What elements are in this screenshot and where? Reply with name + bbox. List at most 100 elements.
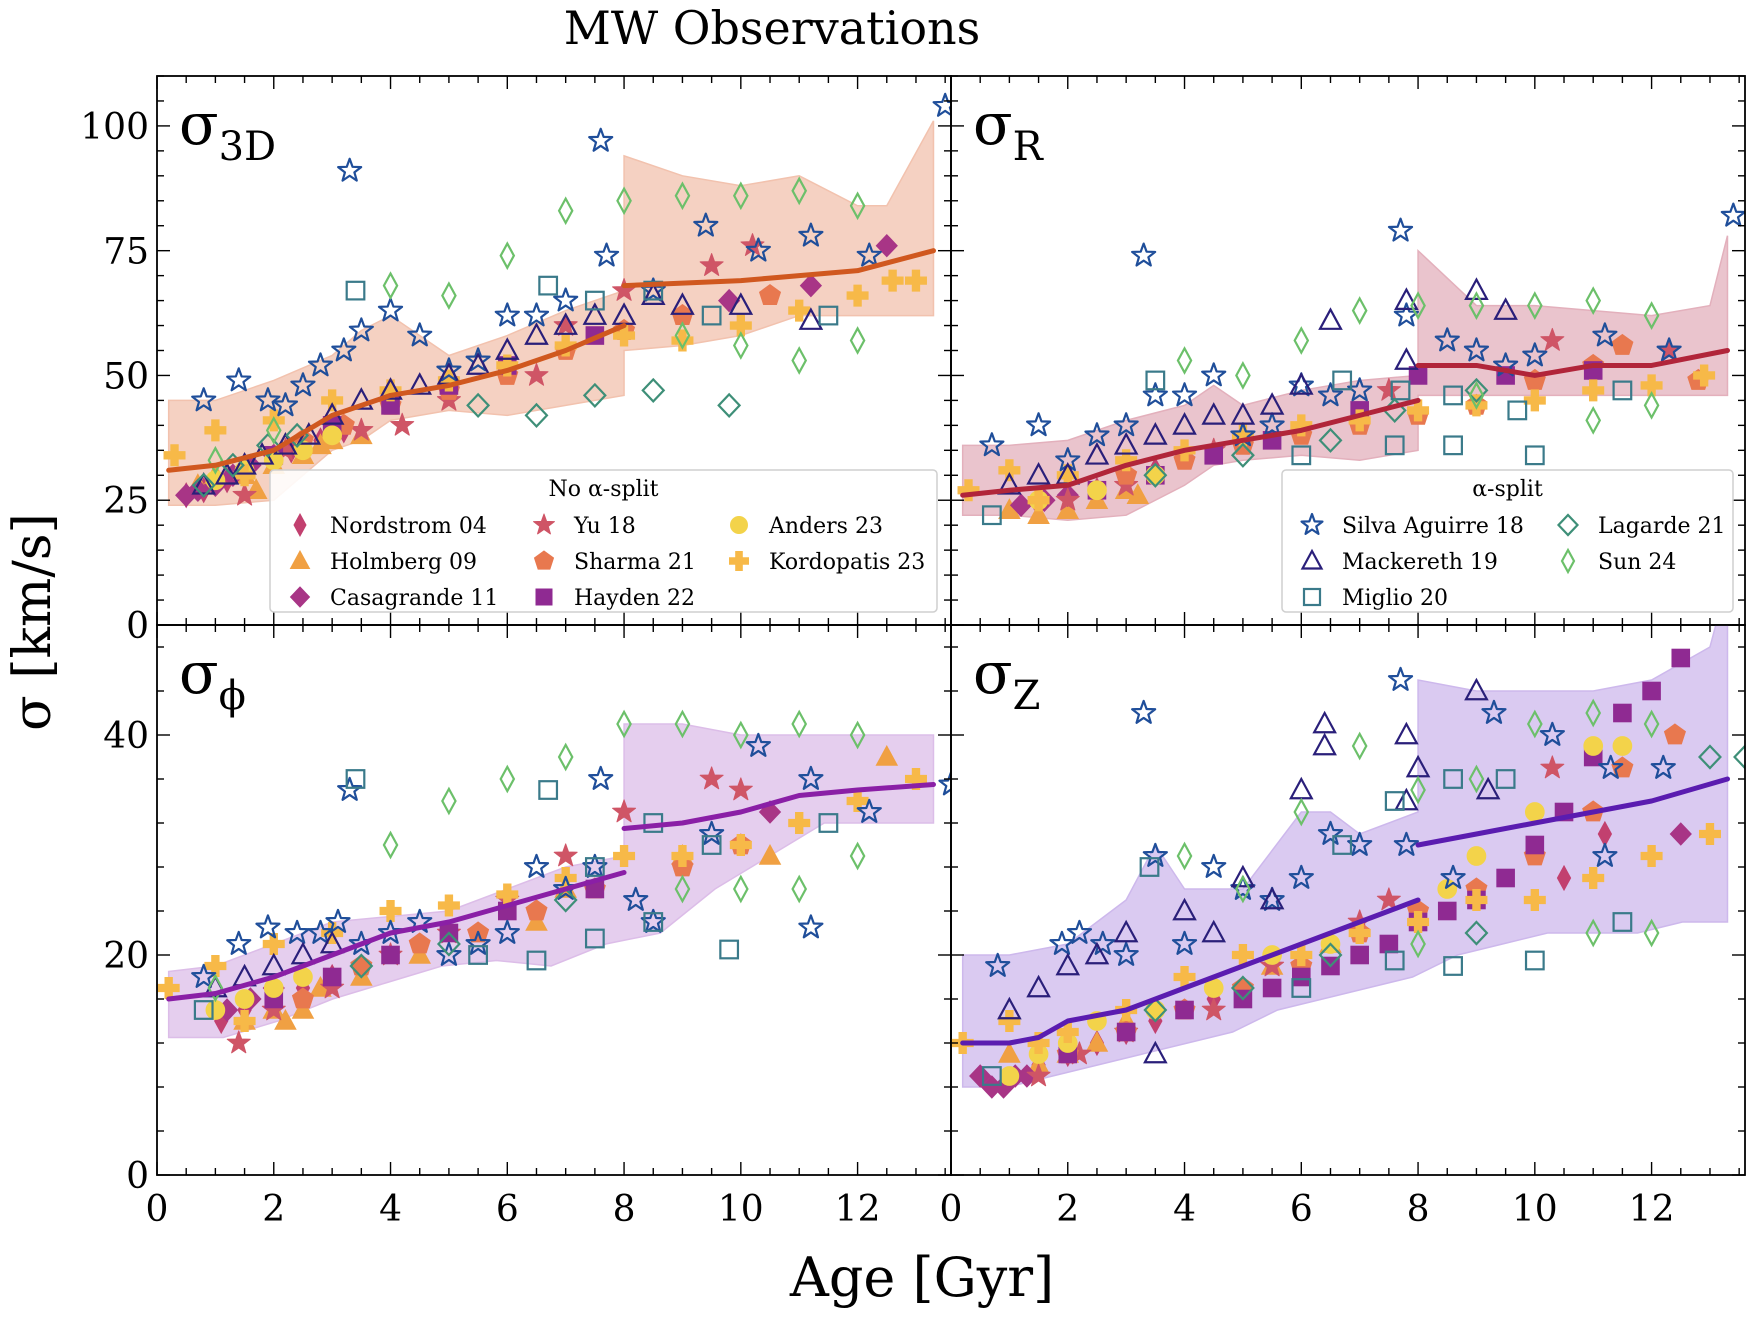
legend-marker (1302, 587, 1322, 607)
data-point (999, 1066, 1020, 1086)
data-point (1643, 391, 1660, 420)
series-lagarde-21 (1143, 744, 1745, 1023)
x-tick-label: 12 (1629, 1189, 1675, 1230)
y-tick-label: 50 (103, 356, 149, 397)
data-point (226, 930, 252, 955)
data-point (163, 444, 186, 467)
data-point (524, 362, 549, 386)
data-point (1171, 382, 1198, 407)
data-point (1288, 372, 1314, 397)
data-point (732, 874, 749, 904)
data-point (1131, 699, 1157, 724)
data-point (798, 765, 824, 790)
data-point (1231, 424, 1254, 447)
data-point (1464, 377, 1489, 404)
data-point (1291, 967, 1311, 987)
series-miglio-20 (981, 370, 1633, 526)
data-point (728, 292, 754, 315)
y-axis-label: σ [km/s] (3, 513, 63, 731)
data-point (345, 769, 366, 789)
data-point (1312, 710, 1337, 734)
data-point (1443, 956, 1463, 976)
legend-entry-hayden-22: Hayden 22 (535, 586, 695, 611)
x-tick-label: 6 (496, 1189, 519, 1230)
data-point (623, 886, 649, 911)
data-point (997, 996, 1022, 1020)
data-point (191, 963, 217, 988)
data-point (1235, 874, 1251, 904)
data-point (499, 764, 516, 794)
data-point (379, 379, 402, 402)
legend-label: Hayden 22 (574, 586, 695, 611)
data-point (717, 392, 742, 418)
data-point (1585, 918, 1602, 948)
data-point (523, 853, 550, 878)
data-point (322, 967, 342, 987)
legend-entry-sharma-21: Sharma 21 (533, 550, 696, 575)
x-tick-label: 0 (146, 1189, 169, 1230)
percentile-band (961, 625, 1729, 1088)
data-point (1496, 868, 1515, 888)
data-point (1643, 301, 1660, 330)
data-point (1393, 302, 1419, 327)
data-point (699, 253, 724, 276)
data-point (1087, 480, 1107, 501)
data-point (1387, 666, 1414, 691)
data-point (1582, 379, 1605, 402)
data-point (378, 377, 403, 400)
data-point (1056, 1021, 1079, 1043)
data-point (284, 919, 310, 944)
data-point (1259, 886, 1285, 911)
data-point (593, 242, 620, 267)
data-point (728, 777, 753, 801)
legend-entry-silva-aguirre-18: Silva Aguirre 18 (1300, 512, 1524, 539)
legend-marker (289, 586, 311, 608)
data-point (1437, 901, 1457, 921)
data-point (1350, 945, 1369, 965)
data-point (1583, 736, 1604, 756)
data-point (1493, 297, 1518, 320)
series-sun-24 (207, 709, 866, 1003)
data-point (321, 389, 344, 412)
panel-label: σ3D (179, 90, 276, 170)
legend-marker (293, 512, 307, 538)
legend-label: Casagrande 11 (330, 586, 498, 611)
data-point (307, 919, 334, 944)
data-point (441, 281, 457, 310)
data-point (1612, 380, 1633, 401)
median-line (1415, 348, 1730, 378)
data-point (1056, 464, 1079, 487)
data-point (382, 830, 399, 860)
data-point (904, 269, 927, 292)
data-point (553, 843, 578, 867)
data-point (1293, 326, 1310, 355)
data-point (348, 317, 374, 342)
data-point (263, 978, 284, 998)
data-point (407, 372, 433, 395)
data-point (1290, 414, 1313, 437)
median-line (1415, 776, 1730, 848)
data-point (1288, 372, 1314, 395)
data-point (1475, 776, 1501, 800)
data-point (1481, 699, 1507, 724)
data-point (1026, 1063, 1051, 1087)
data-point (553, 887, 578, 913)
data-point (525, 909, 548, 931)
data-point (584, 928, 605, 949)
data-point (496, 883, 519, 906)
data-point (671, 845, 694, 867)
data-point (1143, 1040, 1168, 1064)
legend-label: Sun 24 (1598, 550, 1676, 575)
data-point (349, 953, 374, 979)
legend-entry-holmberg-09: Holmberg 09 (289, 549, 477, 575)
data-point (732, 331, 749, 360)
legend-marker (289, 549, 311, 569)
data-point (1318, 427, 1343, 453)
legend-title: No α-split (548, 477, 658, 502)
data-point (1143, 422, 1168, 445)
y-tick-label: 25 (103, 481, 149, 522)
data-point (234, 989, 255, 1009)
percentile-band (961, 235, 1729, 521)
data-point (1466, 846, 1487, 866)
data-point (290, 941, 316, 965)
